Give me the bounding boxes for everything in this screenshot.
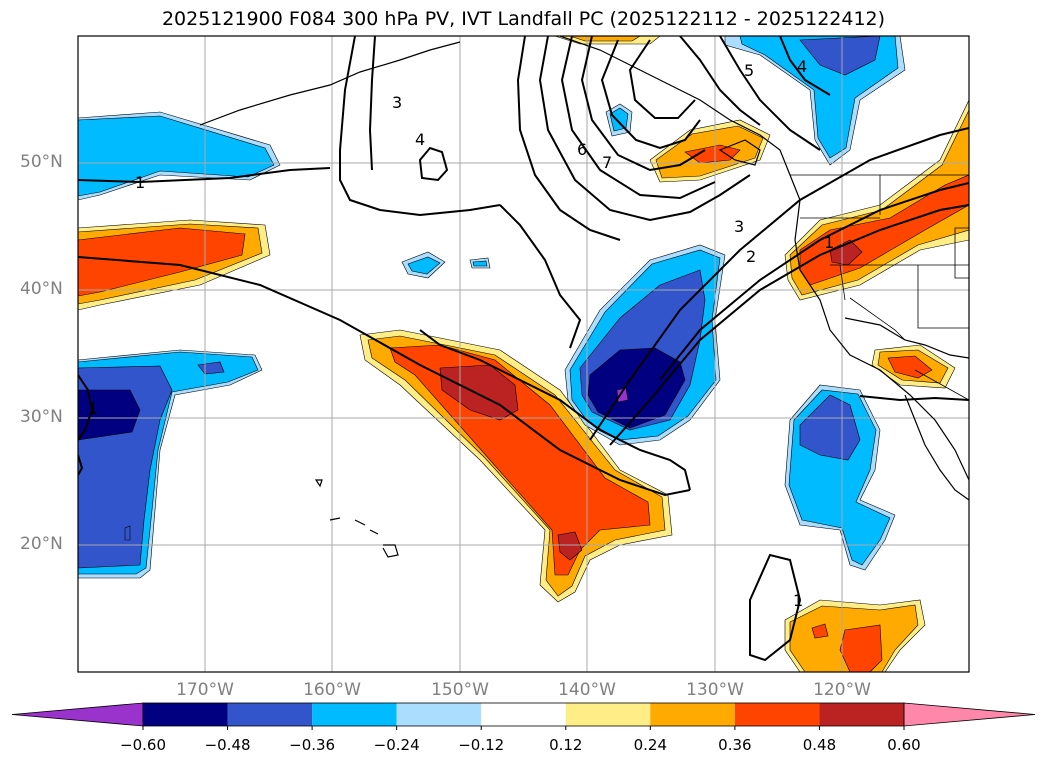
lon-label-150w: 150°W: [431, 680, 489, 700]
lon-label-130w: 130°W: [686, 680, 744, 700]
map-title: 2025121900 F084 300 hPa PV, IVT Landfall…: [161, 8, 886, 30]
contour-label: 7: [602, 153, 612, 172]
colorbar-tick-label: −0.36: [289, 736, 336, 754]
contour-label: 4: [797, 57, 807, 76]
gridlines: [78, 36, 969, 672]
lat-label-20n: 20°N: [20, 534, 63, 554]
lon-label-160w: 160°W: [303, 680, 361, 700]
lat-label-50n: 50°N: [20, 152, 63, 172]
colorbar-segment: [227, 703, 313, 726]
negative-anomaly-fill: [78, 36, 906, 579]
colorbar-segment: [565, 703, 651, 726]
colorbar-tick-label: −0.12: [458, 736, 505, 754]
colorbar-tick-label: 0.12: [549, 736, 583, 754]
contour-label: 1: [793, 591, 803, 610]
contour-label: 1: [824, 233, 834, 252]
political-boundaries: [790, 174, 969, 401]
map-canvas: 1 3 4 6 7 5 4 3 2 1 1 1: [77, 35, 970, 673]
lon-label-120w: 120°W: [813, 680, 871, 700]
contour-label: 1: [135, 173, 145, 192]
contour-label: 4: [415, 130, 425, 149]
colorbar-tick-label: 0.48: [802, 736, 837, 754]
colorbar-outline: [142, 702, 905, 727]
contour-label: 1: [88, 399, 98, 418]
colorbar-tick-label: 0.60: [887, 736, 921, 754]
colorbar-segment: [734, 703, 820, 726]
positive-anomaly-fill: [78, 36, 969, 672]
contour-label: 5: [744, 61, 754, 80]
lon-label-170w: 170°W: [176, 680, 234, 700]
contour-label: 3: [392, 93, 402, 112]
colorbar-segment: [143, 703, 228, 726]
colorbar-segment: [819, 703, 904, 726]
contour-label: 2: [746, 247, 756, 266]
colorbar-tick-label: −0.48: [204, 736, 251, 754]
colorbar-segment: [481, 703, 566, 726]
colorbar-segment: [396, 703, 482, 726]
colorbar-tick-label: 0.36: [718, 736, 752, 754]
colorbar-extend-low: [11, 702, 144, 727]
contour-labels: 1 3 4 6 7 5 4 3 2 1 1 1: [88, 57, 834, 610]
lat-label-40n: 40°N: [20, 279, 63, 299]
colorbar-segment: [650, 703, 735, 726]
colorbar-extend-high: [903, 702, 1036, 727]
colorbar-tick-label: −0.24: [373, 736, 420, 754]
coastlines: [199, 36, 969, 558]
map-frame: [77, 35, 970, 673]
contour-label: 3: [734, 217, 744, 236]
lon-label-140w: 140°W: [558, 680, 616, 700]
colorbar-segments: [11, 702, 1036, 730]
colorbar-tick-label: 0.24: [633, 736, 668, 754]
colorbar-segment: [312, 703, 397, 726]
contour-label: 6: [577, 140, 587, 159]
pv-contours: [78, 36, 969, 662]
colorbar-tick-label: −0.60: [120, 736, 166, 754]
lat-label-30n: 30°N: [20, 407, 63, 427]
